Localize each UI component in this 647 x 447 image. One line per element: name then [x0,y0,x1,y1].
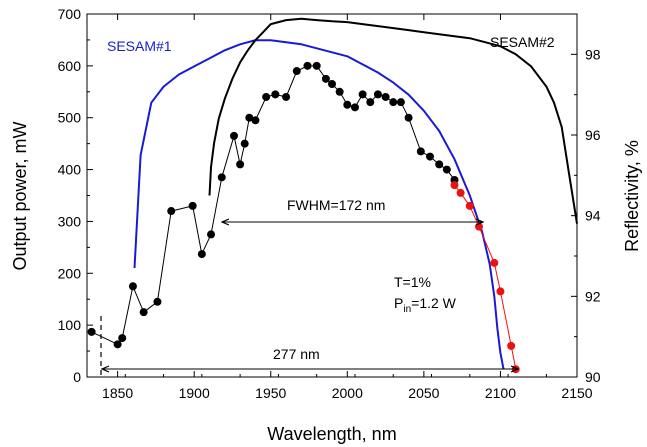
x-tick-label: 2050 [408,385,439,401]
data-point [303,61,312,70]
data-point [328,80,336,89]
x-tick-label: 1850 [102,385,133,401]
data-point [350,103,359,112]
series-points [87,61,520,374]
x-tick-label: 2150 [561,385,592,401]
data-point [396,98,405,107]
data-point [475,222,483,231]
data-point [389,98,398,107]
data-point [343,100,352,109]
y-right-tick-label: 94 [585,208,601,224]
data-point [87,327,96,336]
data-point [236,160,245,169]
series-line-3 [454,184,517,370]
y-right-axis-ticks: 90 92 94 96 98 [571,46,601,385]
pump-power-label: Pin=1.2 W [394,295,457,315]
plot-frame [86,13,578,378]
y-right-axis-label: Reflectivity, % [622,140,642,252]
data-point [230,131,238,140]
data-point [358,90,367,99]
x-tick-label: 2100 [485,385,516,401]
x-tick-label: 1900 [179,385,210,401]
x-tick-label: 2000 [332,385,363,401]
data-point [366,98,375,107]
y-left-tick-label: 300 [58,213,82,229]
pump-sub: in [403,304,411,315]
y-left-tick-label: 0 [73,369,81,385]
series-lines [91,17,578,370]
y-left-tick-label: 600 [58,58,82,74]
data-point [381,92,390,101]
data-point [188,201,197,210]
x-axis-ticks: 1850 1900 1950 2000 2050 2100 2150 [86,14,593,401]
y-left-axis-ticks: 0 100 200 300 400 500 600 700 [58,6,93,385]
y-left-axis-label: Output power, mW [10,121,30,270]
data-point [118,334,127,343]
data-point [490,258,499,267]
data-point [456,188,465,197]
data-point [240,139,249,148]
data-point [262,92,271,101]
transmission-label: T=1% [394,274,431,290]
pump-rest: =1.2 W [411,295,457,311]
y-right-tick-label: 96 [585,127,601,143]
sesam2-label: SESAM#2 [490,34,555,50]
sesam1-label: SESAM#1 [107,38,172,54]
data-point [128,282,137,291]
y-left-tick-label: 200 [58,265,82,281]
data-point [251,116,260,125]
data-point [139,308,148,317]
data-point [245,113,254,122]
data-point [426,152,434,161]
data-point [450,181,459,190]
y-right-tick-label: 98 [585,46,601,62]
data-point [373,90,382,99]
data-point [292,67,301,76]
fwhm-label: FWHM=172 nm [287,197,385,213]
data-point [335,87,344,96]
y-left-tick-label: 100 [58,317,82,333]
data-point [465,201,474,210]
data-point [507,341,516,350]
data-point [217,173,226,182]
y-left-tick-label: 700 [58,6,82,22]
data-point [167,207,176,216]
data-point [404,113,413,122]
data-point [207,230,216,239]
y-left-tick-label: 500 [58,110,82,126]
pump-p: P [394,295,403,311]
data-point [416,147,425,156]
x-tick-label: 1950 [255,385,286,401]
data-point [197,250,206,259]
data-point [442,165,451,174]
series-line-1 [208,17,578,224]
data-point [312,61,321,70]
data-point [435,160,444,169]
data-point [153,297,162,306]
data-point [113,340,122,349]
span-label: 277 nm [273,346,320,362]
x-axis-label: Wavelength, nm [267,424,396,444]
y-right-tick-label: 90 [585,369,601,385]
data-point [321,74,330,83]
data-point [496,287,505,296]
y-left-tick-label: 400 [58,162,82,178]
data-point [271,90,280,99]
data-point [282,92,291,101]
y-right-tick-label: 92 [585,288,601,304]
